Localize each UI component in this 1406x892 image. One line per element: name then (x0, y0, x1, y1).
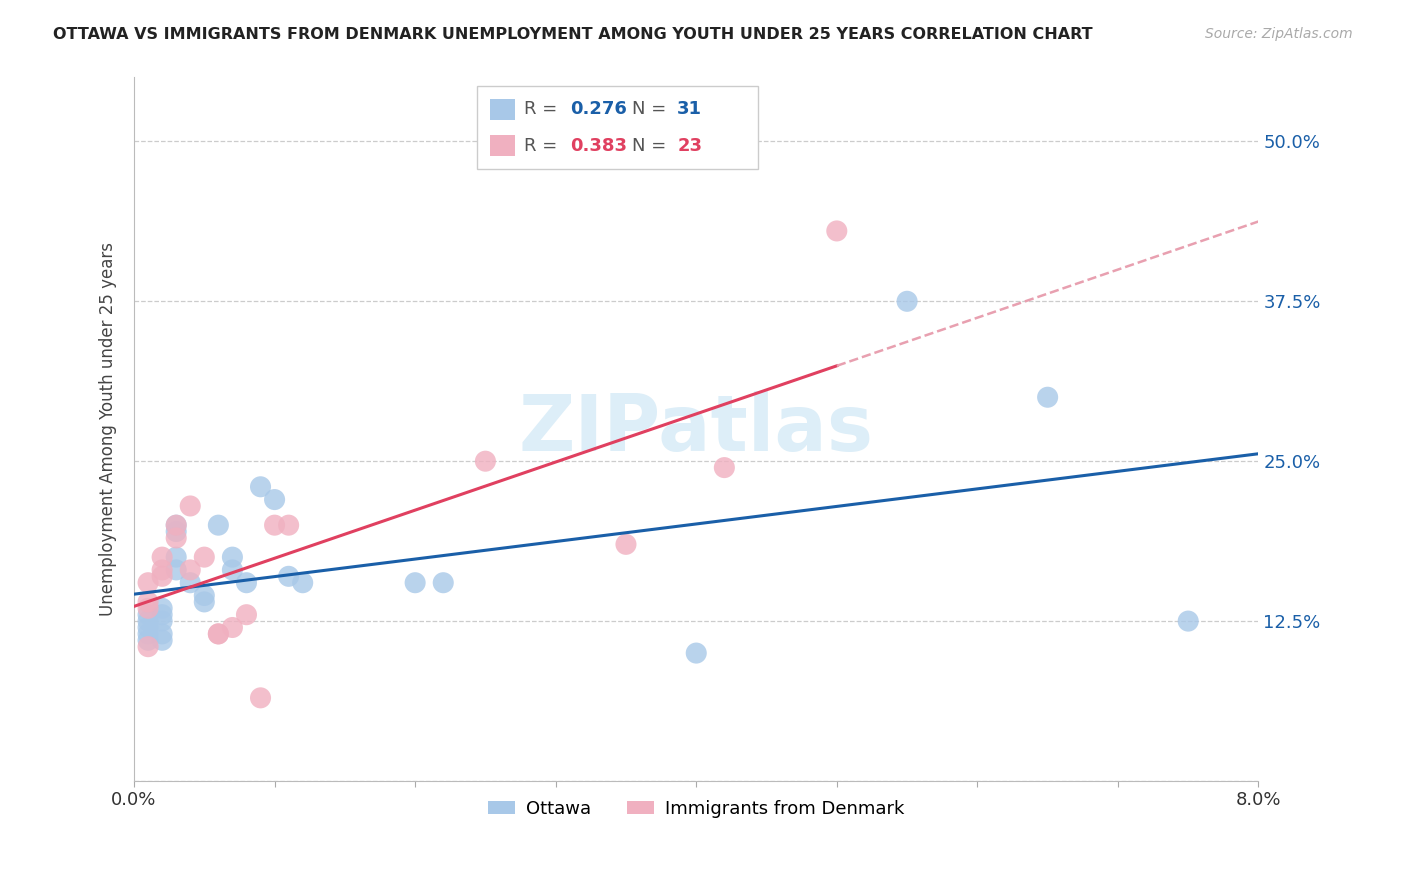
Point (165, 518, 187, 533)
Point (685, 646, 707, 660)
Point (179, 499, 201, 513)
Point (277, 518, 299, 533)
Point (193, 550, 215, 565)
Point (713, 460, 735, 475)
Point (221, 563, 243, 577)
Point (150, 633, 173, 648)
Text: N =: N = (633, 100, 672, 118)
Point (432, 575, 454, 590)
Point (193, 589, 215, 603)
Point (207, 627, 229, 641)
Y-axis label: Unemployment Among Youth under 25 years: Unemployment Among Youth under 25 years (100, 243, 117, 616)
Point (136, 601, 159, 615)
Text: 0.276: 0.276 (571, 100, 627, 118)
Point (136, 575, 159, 590)
Text: OTTAWA VS IMMIGRANTS FROM DENMARK UNEMPLOYMENT AMONG YOUTH UNDER 25 YEARS CORREL: OTTAWA VS IMMIGRANTS FROM DENMARK UNEMPL… (53, 27, 1092, 42)
Text: N =: N = (633, 136, 672, 154)
Text: R =: R = (524, 100, 564, 118)
Point (896, 294, 918, 309)
Point (136, 614, 159, 628)
Text: 31: 31 (678, 100, 702, 118)
Text: Source: ZipAtlas.com: Source: ZipAtlas.com (1205, 27, 1353, 41)
Point (614, 537, 637, 551)
Point (136, 607, 159, 622)
Point (404, 575, 426, 590)
Point (207, 518, 229, 533)
Point (249, 480, 271, 494)
Point (277, 569, 299, 583)
Text: 23: 23 (678, 136, 702, 154)
Bar (491, 99, 515, 120)
Point (136, 620, 159, 634)
Point (235, 607, 257, 622)
Point (165, 563, 187, 577)
Point (825, 224, 848, 238)
Point (165, 524, 187, 539)
Point (221, 550, 243, 565)
Point (165, 550, 187, 565)
Point (193, 595, 215, 609)
Point (179, 575, 201, 590)
Point (150, 607, 173, 622)
Point (249, 690, 271, 705)
Legend: Ottawa, Immigrants from Denmark: Ottawa, Immigrants from Denmark (481, 792, 911, 825)
Point (263, 492, 285, 507)
Point (136, 595, 159, 609)
Point (150, 563, 173, 577)
Text: 0.383: 0.383 (571, 136, 627, 154)
Text: R =: R = (524, 136, 564, 154)
Point (179, 563, 201, 577)
Point (136, 633, 159, 648)
Point (221, 620, 243, 634)
Point (165, 518, 187, 533)
Point (1036, 390, 1059, 404)
Point (136, 627, 159, 641)
Point (150, 569, 173, 583)
Point (291, 575, 314, 590)
Point (207, 627, 229, 641)
Point (474, 454, 496, 468)
Point (235, 575, 257, 590)
Text: ZIPatlas: ZIPatlas (519, 392, 873, 467)
Point (1177, 614, 1199, 628)
Point (263, 518, 285, 533)
Point (150, 614, 173, 628)
Point (165, 531, 187, 545)
Point (150, 550, 173, 565)
Point (136, 640, 159, 654)
FancyBboxPatch shape (477, 86, 758, 169)
Bar (491, 135, 515, 156)
Point (150, 627, 173, 641)
Point (150, 601, 173, 615)
